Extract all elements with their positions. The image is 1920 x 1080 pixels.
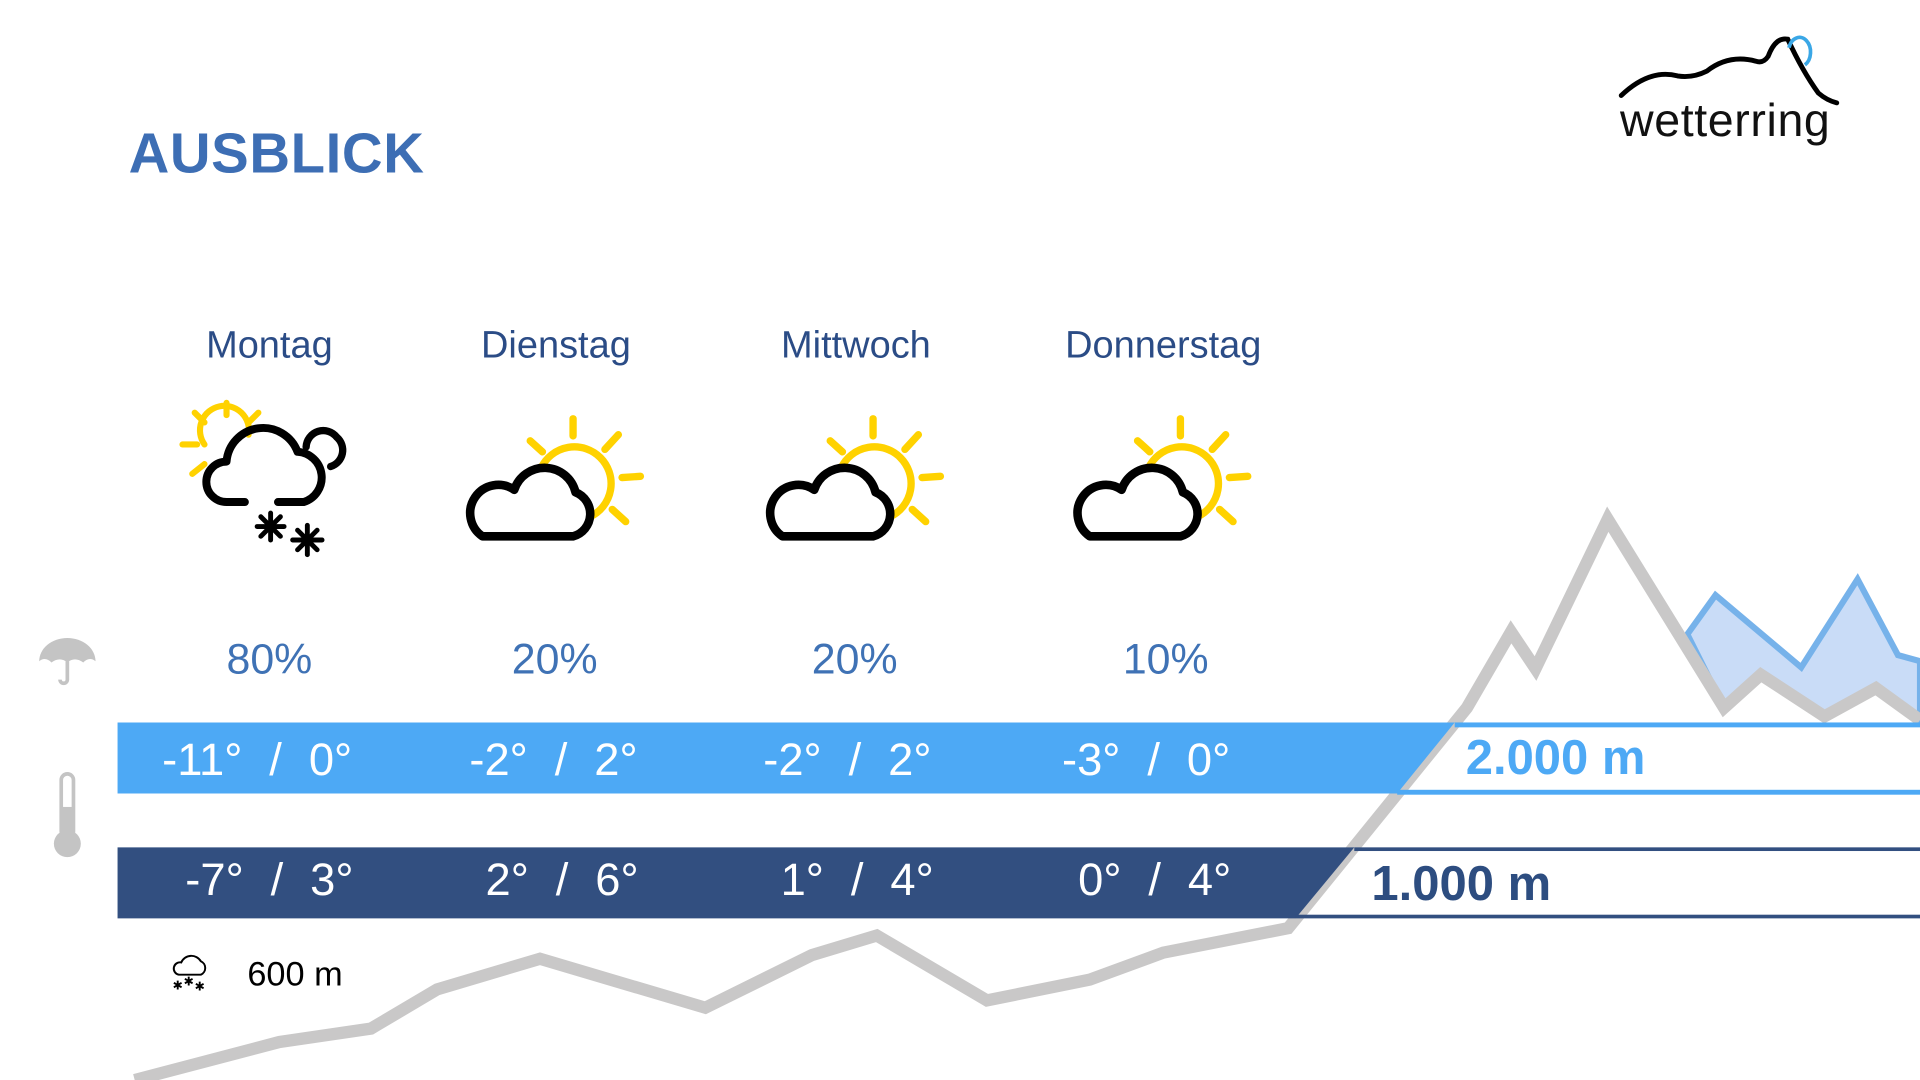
svg-text:✱: ✱ xyxy=(173,978,183,992)
snow-cloud-icon: ✱ ✱ ✱ xyxy=(173,954,207,994)
separator: / xyxy=(270,854,284,905)
temp-max: 2° xyxy=(594,734,638,785)
day-label: Donnerstag xyxy=(1065,323,1262,367)
partly-cloudy-icon xyxy=(470,419,640,537)
temp-min: 2° xyxy=(485,854,529,905)
svg-text:✱: ✱ xyxy=(184,975,194,989)
separator: / xyxy=(850,854,864,905)
separator: / xyxy=(269,734,282,785)
temp-min: 1° xyxy=(780,854,824,905)
partly-cloudy-icon xyxy=(770,419,940,537)
temp-min: 0° xyxy=(1078,854,1122,905)
logo-text: wetterring xyxy=(1620,95,1831,147)
temp-2000: -2° / 2° xyxy=(763,735,931,786)
temp-max: 6° xyxy=(595,854,639,905)
precip-probability: 80% xyxy=(226,635,313,684)
altitude-box-1000-top xyxy=(1354,847,1920,852)
umbrella-icon xyxy=(39,637,96,686)
svg-text:✱: ✱ xyxy=(195,980,205,994)
temp-max: 4° xyxy=(890,854,934,905)
altitude-box-2000-bottom xyxy=(1397,789,1920,795)
separator: / xyxy=(555,854,569,905)
mountain-line xyxy=(133,506,1920,1080)
separator: / xyxy=(1147,734,1160,785)
temp-max: 0° xyxy=(308,734,353,785)
day-label: Dienstag xyxy=(481,323,631,367)
thermometer-icon xyxy=(53,772,81,858)
day-label: Mittwoch xyxy=(781,323,931,367)
temp-max: 3° xyxy=(310,854,354,905)
precip-probability: 20% xyxy=(511,635,598,684)
temp-2000: -11° / 0° xyxy=(162,735,352,786)
snowline-value: 600 m xyxy=(247,955,343,994)
temp-min: -3° xyxy=(1062,734,1121,785)
temp-2000: -2° / 2° xyxy=(469,735,637,786)
temp-2000: -3° / 0° xyxy=(1062,735,1230,786)
altitude-box-1000-bottom xyxy=(1295,914,1920,919)
temp-max: 0° xyxy=(1186,734,1231,785)
day-label: Montag xyxy=(206,323,333,367)
temp-max: 4° xyxy=(1187,854,1232,905)
temp-min: -11° xyxy=(162,734,243,785)
temp-min: -2° xyxy=(469,734,528,785)
precip-probability: 10% xyxy=(1122,635,1209,684)
page-title: AUSBLICK xyxy=(128,121,425,185)
temp-1000: 2° / 6° xyxy=(485,855,638,906)
temp-max: 2° xyxy=(888,734,932,785)
temp-bar-1000 xyxy=(117,847,1355,919)
temp-1000: 0° / 4° xyxy=(1078,855,1231,906)
separator: / xyxy=(848,734,862,785)
altitude-label-1000: 1.000 m xyxy=(1371,857,1552,912)
temp-min: -7° xyxy=(185,854,244,905)
wetterring-logo xyxy=(1618,35,1840,106)
altitude-label-2000: 2.000 m xyxy=(1465,731,1646,785)
temp-1000: -7° / 3° xyxy=(185,855,353,906)
temp-1000: 1° / 4° xyxy=(781,855,934,906)
separator: / xyxy=(554,734,568,785)
partly-cloudy-icon xyxy=(1078,419,1248,537)
separator: / xyxy=(1148,854,1161,905)
sun-cloud-snow-icon xyxy=(179,399,347,558)
altitude-box-2000-top xyxy=(1454,722,1920,728)
temp-bar-2000 xyxy=(117,722,1455,794)
precip-probability: 20% xyxy=(811,635,898,684)
temp-min: -2° xyxy=(763,734,822,785)
